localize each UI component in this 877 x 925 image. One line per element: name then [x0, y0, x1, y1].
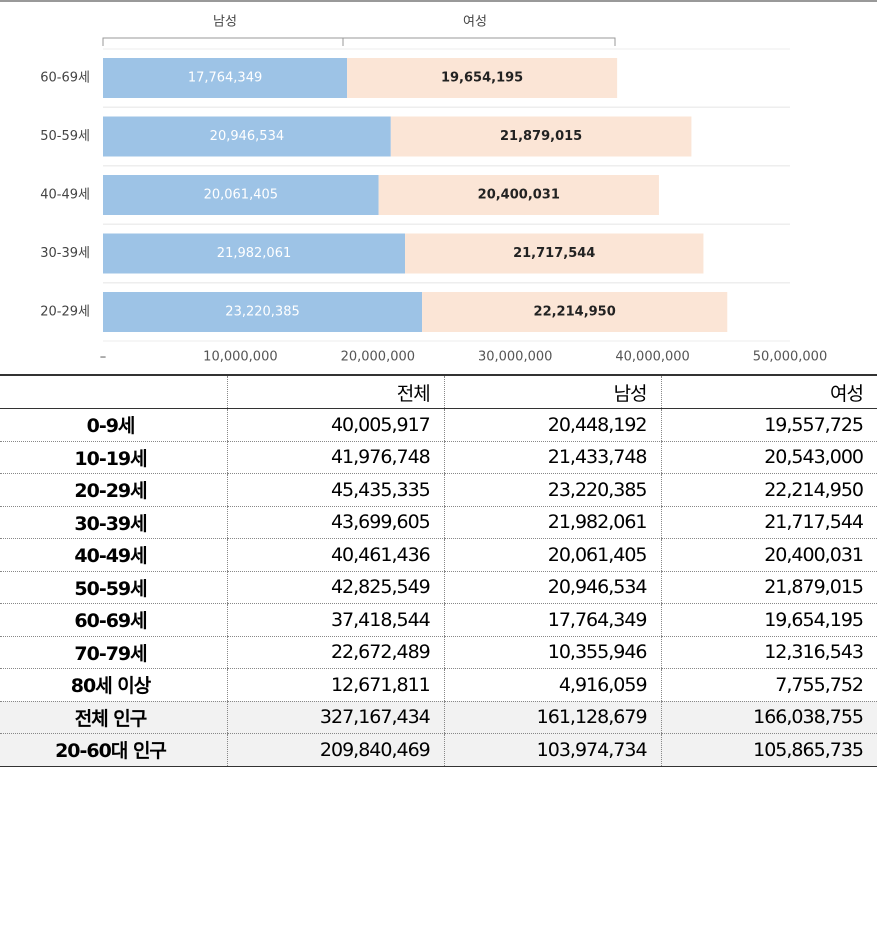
table-cell: 50-59세: [0, 571, 228, 604]
bar-segment: [103, 175, 379, 215]
table-cell: 12,316,543: [660, 636, 877, 669]
table-cell: 전체 인구: [0, 701, 228, 734]
table-cell: 40,461,436: [227, 538, 445, 572]
table-cell: 12,671,811: [227, 668, 445, 702]
bar-segment: [390, 116, 692, 157]
table-cell: 0-9세: [0, 408, 228, 442]
table-cell: 41,976,748: [227, 441, 445, 474]
chart: 남성 여성 – 10,000,000 20,000,000 30,000,000 40,…: [0, 0, 877, 365]
table-row: 80세 이상 12,671,811 4,916,059 7,755,752: [0, 668, 877, 702]
bar-segment: [405, 233, 704, 274]
bar-segment: [103, 116, 391, 157]
bar-segment: [347, 58, 618, 98]
table-cell: 20-29세: [0, 473, 228, 507]
x-tick-label: 50,000,000: [753, 350, 827, 365]
table-cell: 103,974,734: [443, 733, 662, 767]
x-tick-label: 10,000,000: [203, 350, 277, 365]
table-cell: 21,433,748: [443, 441, 662, 474]
table-cell: 60-69세: [0, 603, 228, 637]
table-cell: 17,764,349: [443, 603, 662, 637]
table-cell: 30-39세: [0, 506, 228, 539]
table-row: 10-19세 41,976,748 21,433,748 20,543,000: [0, 441, 877, 474]
table-cell: 20-60대 인구: [0, 733, 228, 767]
table-row: 0-9세 40,005,917 20,448,192 19,557,725: [0, 408, 877, 442]
table-row: 20-60대 인구 209,840,469 103,974,734 105,865,7…: [0, 733, 877, 767]
table-cell: 21,879,015: [660, 571, 877, 604]
table-cell: 21,717,544: [660, 506, 877, 539]
table-row: 전체 인구 327,167,434 161,128,679 166,038,755: [0, 701, 877, 734]
table-cell: 42,825,549: [227, 571, 445, 604]
table-row: 30-39세 43,699,605 21,982,061 21,717,544: [0, 506, 877, 539]
table-cell: 166,038,755: [660, 701, 877, 734]
table-cell: 22,214,950: [660, 473, 877, 507]
table-cell: 22,672,489: [227, 636, 445, 669]
table-row: 20-29세 45,435,335 23,220,385 22,214,950: [0, 473, 877, 507]
y-tick-label: 20-29세: [40, 305, 90, 320]
bar-segment: [378, 175, 659, 215]
x-tick-label: 30,000,000: [478, 350, 552, 365]
legend-label: 여성: [463, 15, 487, 30]
header-cell: 남성: [443, 374, 662, 409]
table-row: 50-59세 42,825,549 20,946,534 21,879,015: [0, 571, 877, 604]
data-table: 전체 남성 여성 0-9세 40,005,917 20,448,192 19,557,725…: [0, 374, 877, 767]
bar-segment: [103, 58, 348, 98]
table-cell: 4,916,059: [443, 668, 662, 702]
value-label: 20,061,405: [204, 188, 278, 203]
value-label: 20,400,031: [478, 188, 560, 203]
table-body: 전체 남성 여성 0-9세 40,005,917 20,448,192 19,557,725…: [0, 374, 877, 767]
legend-bracket: [102, 37, 616, 46]
table-cell: 45,435,335: [227, 473, 445, 507]
table-cell: 40-49세: [0, 538, 228, 572]
bar-segment: [103, 292, 423, 332]
table-cell: 40,005,917: [227, 408, 445, 442]
table-cell: 209,840,469: [227, 733, 445, 767]
table-cell: 20,400,031: [660, 538, 877, 572]
table-cell: 10-19세: [0, 441, 228, 474]
table-cell: 80세 이상: [0, 668, 228, 702]
bar-segment: [103, 233, 406, 274]
value-label: 21,879,015: [500, 129, 582, 144]
table-cell: 20,061,405: [443, 538, 662, 572]
header-cell: [0, 374, 228, 409]
value-label: 21,982,061: [217, 246, 291, 261]
table-row: 60-69세 37,418,544 17,764,349 19,654,195: [0, 603, 877, 637]
table-cell: 7,755,752: [660, 668, 877, 702]
table-row: 40-49세 40,461,436 20,061,405 20,400,031: [0, 538, 877, 572]
table-row: 70-79세 22,672,489 10,355,946 12,316,543: [0, 636, 877, 669]
header-row: 전체 남성 여성: [0, 374, 877, 409]
bar-segment: [422, 292, 728, 332]
table-cell: 20,946,534: [443, 571, 662, 604]
y-tick-label: 30-39세: [40, 246, 90, 261]
value-label: 20,946,534: [210, 129, 284, 144]
header-cell: 전체: [227, 374, 445, 409]
x-tick-label: 40,000,000: [615, 350, 689, 365]
x-tick-label: –: [100, 350, 107, 365]
y-tick-label: 60-69세: [40, 71, 90, 86]
header-cell: 여성: [660, 374, 877, 409]
value-label: 21,717,544: [513, 246, 595, 261]
table-cell: 23,220,385: [443, 473, 662, 507]
table-cell: 70-79세: [0, 636, 228, 669]
value-label: 19,654,195: [441, 71, 523, 86]
table-cell: 20,448,192: [443, 408, 662, 442]
value-label: 23,220,385: [225, 305, 299, 320]
y-tick-label: 50-59세: [40, 129, 90, 144]
table-cell: 43,699,605: [227, 506, 445, 539]
table-cell: 19,654,195: [660, 603, 877, 637]
table-cell: 161,128,679: [443, 701, 662, 734]
table-cell: 105,865,735: [660, 733, 877, 767]
x-tick-label: 20,000,000: [341, 350, 415, 365]
table-cell: 37,418,544: [227, 603, 445, 637]
table-cell: 10,355,946: [443, 636, 662, 669]
value-label: 22,214,950: [534, 305, 616, 320]
table-cell: 21,982,061: [443, 506, 662, 539]
value-label: 17,764,349: [188, 71, 262, 86]
legend-label: 남성: [213, 15, 237, 30]
table-cell: 20,543,000: [660, 441, 877, 474]
table-cell: 327,167,434: [227, 701, 445, 734]
y-tick-label: 40-49세: [40, 188, 90, 203]
table-cell: 19,557,725: [660, 408, 877, 442]
